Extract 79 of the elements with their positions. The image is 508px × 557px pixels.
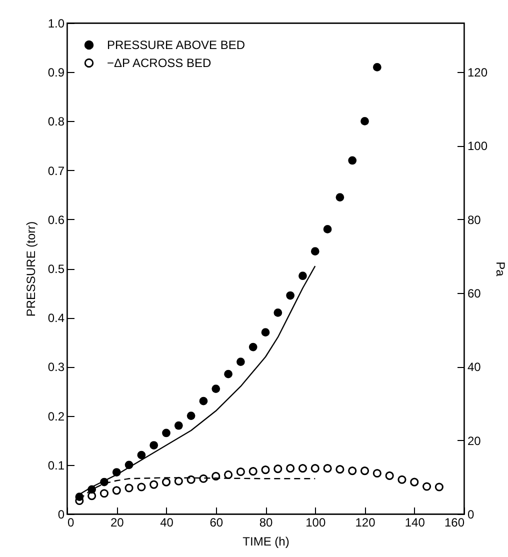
legend-label: −ΔP ACROSS BED bbox=[107, 56, 212, 70]
point bbox=[124, 484, 134, 492]
point bbox=[199, 474, 208, 483]
point bbox=[360, 117, 369, 126]
point bbox=[348, 156, 357, 165]
point bbox=[100, 489, 109, 498]
point bbox=[372, 63, 382, 72]
point bbox=[261, 466, 270, 474]
point bbox=[186, 475, 196, 484]
point bbox=[137, 450, 146, 460]
y-tick-label: 0.2 bbox=[48, 409, 65, 424]
point bbox=[298, 272, 307, 280]
point bbox=[274, 464, 282, 474]
y-tick-label: 0.1 bbox=[48, 458, 65, 472]
point bbox=[199, 396, 208, 406]
x-tick-label: 100 bbox=[306, 516, 326, 530]
point bbox=[212, 384, 220, 393]
y-tick-label: 0.5 bbox=[48, 262, 65, 276]
point bbox=[422, 482, 432, 491]
point bbox=[112, 486, 121, 495]
y2-tick-label: 20 bbox=[468, 434, 482, 448]
x-axis-title: TIME (h) bbox=[242, 534, 290, 548]
y-tick-label: 0.7 bbox=[48, 164, 65, 178]
x-tick-label: 40 bbox=[160, 516, 174, 530]
y2-tick-label: 80 bbox=[468, 212, 482, 227]
point bbox=[261, 328, 270, 337]
point bbox=[162, 478, 171, 486]
point bbox=[336, 193, 344, 202]
point bbox=[224, 370, 232, 378]
point bbox=[323, 464, 332, 473]
x-tick-label: 160 bbox=[444, 516, 465, 530]
point bbox=[310, 247, 320, 256]
point bbox=[212, 472, 220, 480]
point bbox=[88, 492, 96, 500]
legend-label: PRESSURE ABOVE BED bbox=[107, 38, 246, 52]
point bbox=[186, 412, 196, 420]
y2-tick-label: 120 bbox=[468, 65, 488, 80]
point bbox=[286, 464, 295, 473]
x-tick-label: 140 bbox=[404, 516, 426, 530]
point bbox=[398, 475, 406, 484]
point bbox=[224, 470, 233, 479]
y-tick-label: 1.0 bbox=[48, 16, 65, 30]
x-tick-label: 0 bbox=[68, 516, 74, 530]
y2-axis-title: Pa bbox=[494, 262, 508, 277]
y-axis-title: PRESSURE (torr) bbox=[24, 221, 38, 317]
point bbox=[248, 467, 258, 476]
y2-tick-label: 40 bbox=[468, 360, 482, 374]
x-tick-label: 60 bbox=[210, 516, 224, 530]
y-tick-label: 0.8 bbox=[48, 114, 65, 129]
point bbox=[410, 478, 419, 486]
point bbox=[385, 471, 394, 480]
x-tick-label: 20 bbox=[110, 516, 124, 530]
point bbox=[150, 480, 158, 489]
x-tick-label: 120 bbox=[355, 516, 376, 530]
point bbox=[286, 291, 294, 300]
point bbox=[310, 464, 320, 473]
y-tick-label: 0.6 bbox=[48, 212, 65, 227]
point bbox=[236, 358, 245, 366]
point bbox=[236, 467, 245, 476]
point bbox=[174, 476, 183, 486]
point bbox=[274, 308, 282, 317]
point bbox=[434, 482, 444, 492]
y2-tick-label: 60 bbox=[468, 286, 482, 300]
point bbox=[137, 482, 146, 492]
point bbox=[323, 225, 332, 234]
point bbox=[174, 421, 183, 430]
y2-tick-label: 100 bbox=[468, 139, 488, 154]
y-tick-label: 0.9 bbox=[48, 66, 65, 80]
point bbox=[150, 441, 158, 450]
point bbox=[162, 428, 170, 438]
y-tick-label: 0.4 bbox=[48, 311, 65, 326]
point bbox=[348, 466, 357, 476]
y-tick-label: 0.3 bbox=[48, 360, 65, 374]
point bbox=[248, 342, 258, 352]
point bbox=[336, 465, 344, 474]
x-tick-label: 80 bbox=[259, 516, 273, 530]
point bbox=[360, 466, 370, 476]
point bbox=[298, 464, 308, 473]
point bbox=[372, 468, 382, 478]
